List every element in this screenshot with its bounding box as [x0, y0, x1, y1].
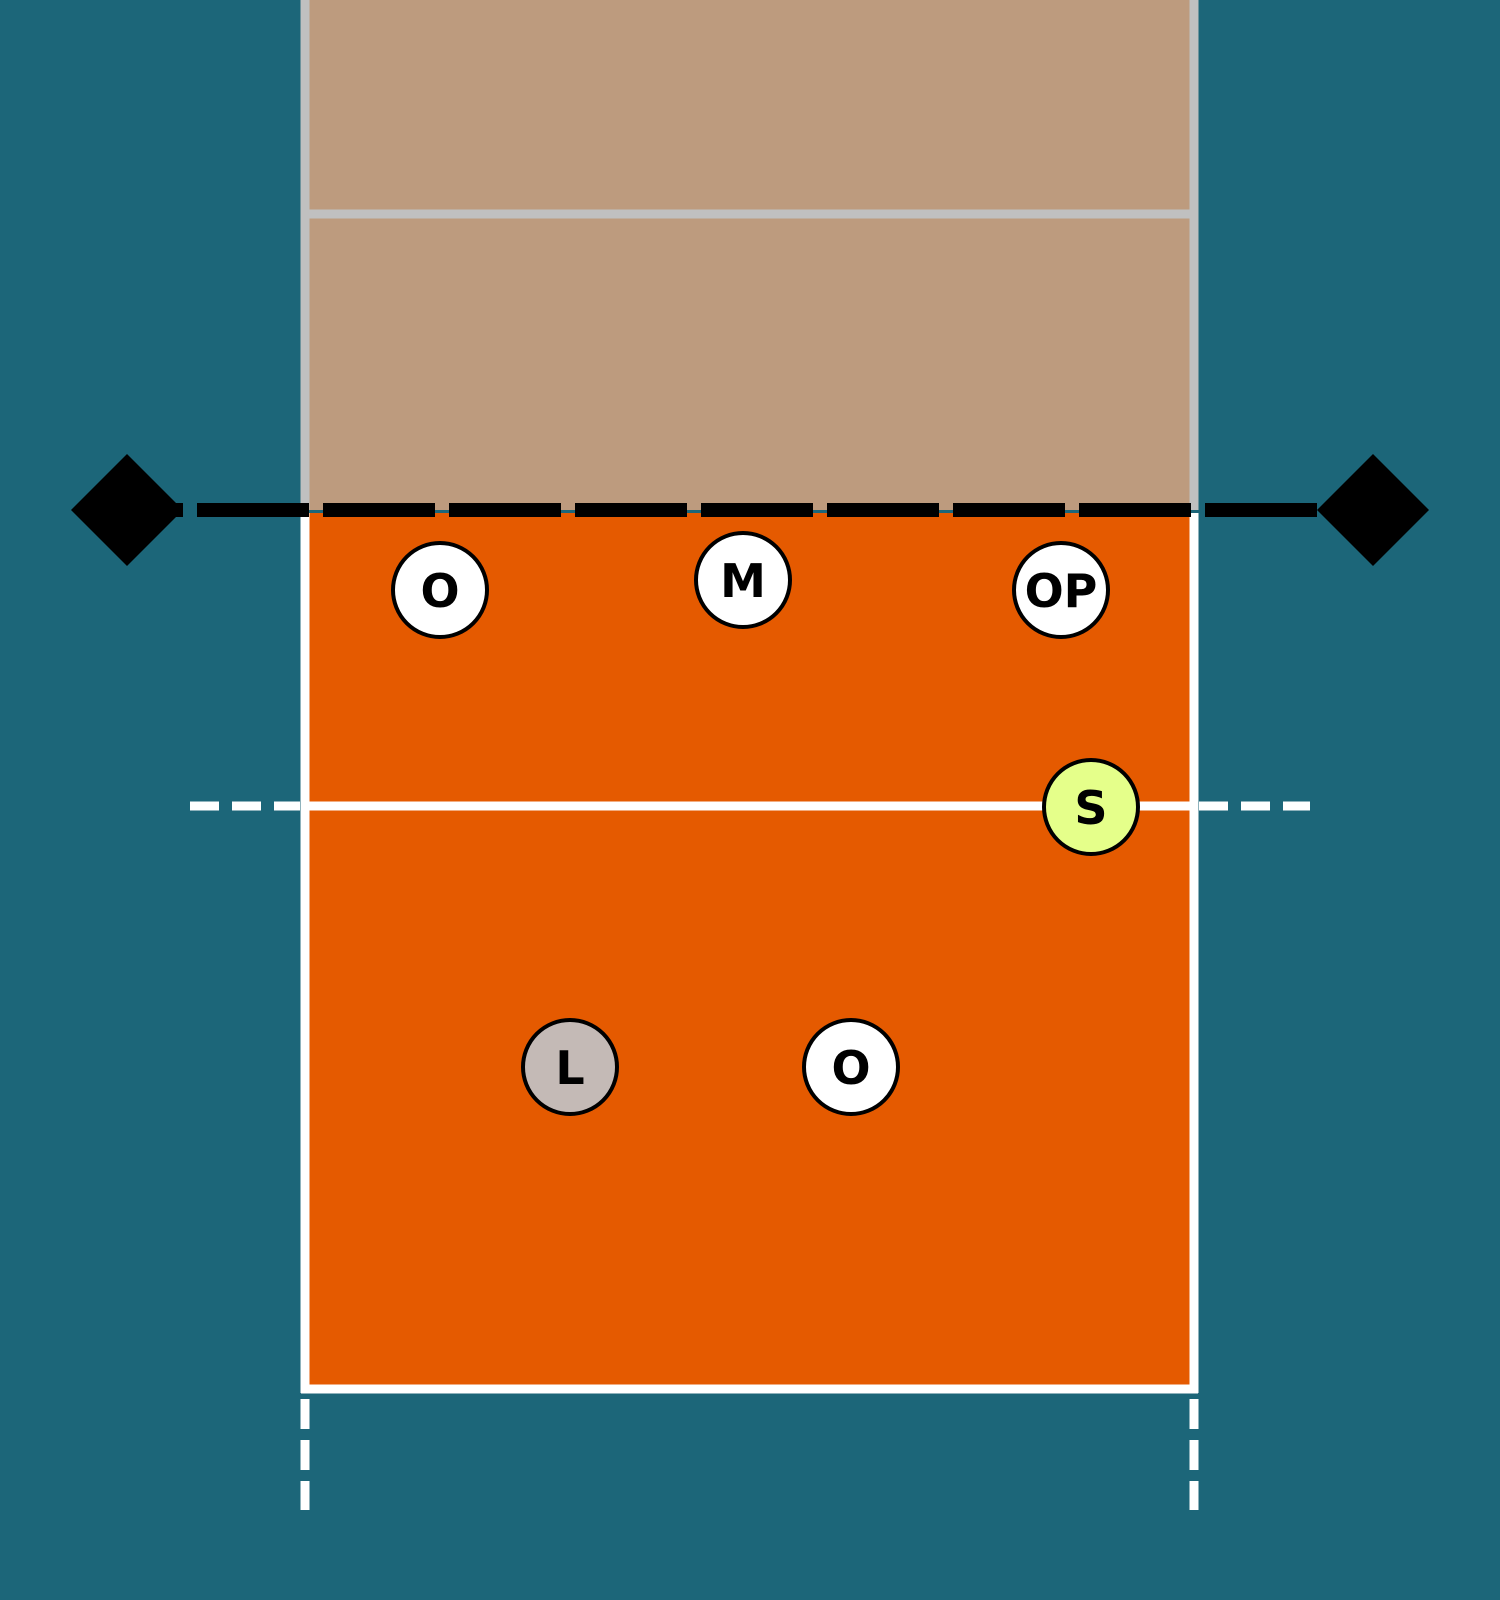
- player-marker: [1042, 758, 1140, 856]
- player-opposite: OP: [1012, 541, 1110, 639]
- opponent-court: [301, 0, 1194, 510]
- player-marker: [521, 1018, 619, 1116]
- player-libero: L: [521, 1018, 619, 1116]
- player-label: M: [720, 554, 766, 608]
- player-marker: [802, 1018, 900, 1116]
- net-post-left: [71, 454, 183, 566]
- player-label: L: [555, 1041, 584, 1095]
- player-label: OP: [1025, 564, 1098, 618]
- player-marker: [1012, 541, 1110, 639]
- player-marker: [391, 541, 489, 639]
- player-label: S: [1074, 781, 1107, 835]
- player-label: O: [420, 564, 459, 618]
- home-court: [305, 513, 1194, 1393]
- player-outside-hitter: O: [391, 541, 489, 639]
- net-post-right: [1317, 454, 1429, 566]
- player-middle-blocker: M: [694, 531, 792, 629]
- player-label: O: [831, 1041, 870, 1095]
- player-marker: [694, 531, 792, 629]
- player-outside-hitter: O: [802, 1018, 900, 1116]
- player-setter: S: [1042, 758, 1140, 856]
